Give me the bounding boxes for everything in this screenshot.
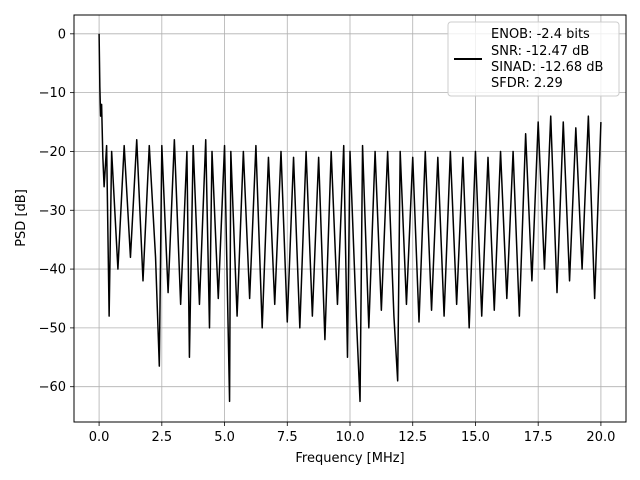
psd-series-line-0 <box>98 33 602 403</box>
y-tick-label-4: −40 <box>39 263 66 278</box>
x-tick-label-3: 7.5 <box>277 430 298 445</box>
y-tick-label-0: 0 <box>58 27 66 42</box>
x-tick-label-2: 5.0 <box>214 430 235 445</box>
x-tick-label-7: 17.5 <box>524 430 553 445</box>
legend-box <box>447 21 620 97</box>
x-axis-label: Frequency [MHz] <box>295 451 404 466</box>
x-tick-label-5: 12.5 <box>398 430 427 445</box>
legend-entry-sinad: SINAD: -12.68 dB <box>491 60 603 75</box>
y-tick-label-5: −50 <box>39 321 66 336</box>
y-tick-label-1: −10 <box>39 86 66 101</box>
x-tick-label-1: 2.5 <box>151 430 172 445</box>
y-tick-label-6: −60 <box>39 380 66 395</box>
y-tick-label-3: −30 <box>39 204 66 219</box>
tick-layer: 0.0 2.5 5.0 7.5 10.0 12.5 15.0 17.5 20.0 0 −10 −20 −… <box>39 27 616 445</box>
y-axis-label: PSD [dB] <box>14 189 29 247</box>
x-tick-label-6: 15.0 <box>461 430 490 445</box>
line-layer <box>98 33 602 403</box>
legend: ENOB: -2.4 bits SNR: -12.47 dB SINAD: -1… <box>447 21 620 97</box>
x-tick-label-8: 20.0 <box>586 430 615 445</box>
legend-entry-enob: ENOB: -2.4 bits <box>491 27 590 42</box>
y-tick-label-2: −20 <box>39 145 66 160</box>
legend-entry-snr: SNR: -12.47 dB <box>491 44 589 59</box>
legend-entry-sfdr: SFDR: 2.29 <box>491 76 563 91</box>
x-tick-label-4: 10.0 <box>336 430 365 445</box>
x-tick-label-0: 0.0 <box>89 430 110 445</box>
